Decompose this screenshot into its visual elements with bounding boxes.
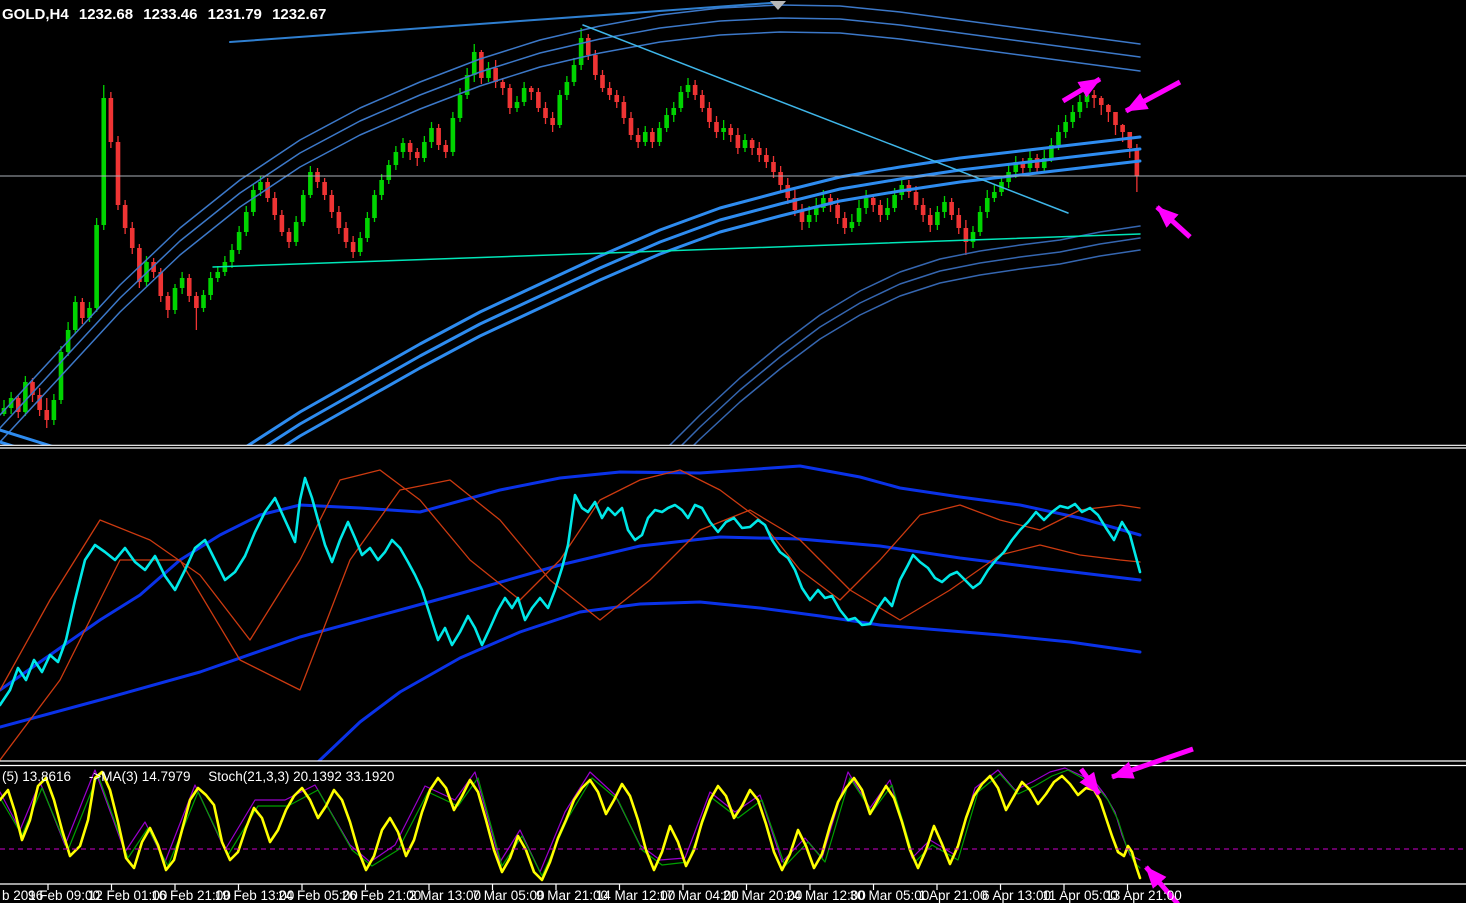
- x-axis-label: 6 Apr 13:00: [981, 888, 1052, 903]
- gray-triangle-marker: [770, 1, 786, 10]
- ohlc-high: 1233.46: [143, 6, 198, 23]
- arrow-up-to-drop[interactable]: [1155, 205, 1192, 239]
- x-axis-label: 2 Mar 13:00: [408, 888, 482, 903]
- x-axis-label: 16 Feb 21:00: [151, 888, 231, 903]
- arrow-down-to-peak[interactable]: [1124, 79, 1182, 114]
- candlesticks: [1, 28, 1140, 428]
- x-axis-label: 21 Mar 20:00: [722, 888, 803, 903]
- ohlc-low: 1231.79: [207, 6, 262, 23]
- symbol-timeframe: GOLD,H4: [2, 6, 69, 23]
- panel-main[interactable]: [0, 1, 1142, 504]
- arrow-up-from-axis[interactable]: [1144, 865, 1180, 903]
- x-axis-label: 9 Feb 09:00: [27, 888, 101, 903]
- stoch-ma-value: ->MA(3) 14.7979: [88, 769, 191, 784]
- ohlc-open: 1232.68: [78, 6, 134, 23]
- x-axis-label-partial: b 2016: [2, 888, 44, 903]
- x-axis-label: 1 Apr 21:00: [918, 888, 988, 903]
- x-axis-label: 26 Feb 21:00: [341, 888, 422, 903]
- stoch-fast-value: (5) 13.8616: [2, 769, 72, 784]
- x-axis-label: 30 Mar 05:00: [849, 888, 930, 903]
- x-axis-label: 12 Feb 01:00: [87, 888, 168, 903]
- x-axis-label: 17 Mar 04:00: [659, 888, 739, 903]
- x-axis-label: 11 Apr 05:00: [1042, 888, 1118, 903]
- arrow-down-to-stoch[interactable]: [1111, 746, 1194, 780]
- date-axis[interactable]: b 2016 9 Feb 09:00 12 Feb 01:00 16 Feb 21:0…: [0, 888, 1466, 903]
- ohlc-close: 1232.67: [272, 6, 327, 23]
- x-axis-label: 9 Mar 21:00: [535, 888, 609, 903]
- stochastic-indicator-label: (5) 13.8616 ->MA(3) 14.7979 Stoch(21,3,3…: [2, 769, 408, 784]
- arrow-short-down-stoch[interactable]: [1078, 767, 1102, 796]
- panel-indicator[interactable]: [0, 464, 1142, 762]
- x-axis-label: 7 Mar 05:00: [472, 888, 545, 903]
- x-axis-label: 24 Mar 12:00: [786, 888, 866, 903]
- x-axis-label: 14 Mar 12:00: [595, 888, 676, 903]
- x-axis-label: 19 Feb 13:00: [214, 888, 295, 903]
- x-axis-label: 24 Feb 05:00: [278, 888, 358, 903]
- arrow-up-to-peak[interactable]: [1061, 76, 1102, 104]
- panel-stochastic[interactable]: [0, 767, 1142, 882]
- chart-title: GOLD,H4 1232.68 1233.46 1231.79 1232.67: [2, 6, 332, 23]
- x-axis-label: 13 Apr 21:00: [1105, 888, 1182, 903]
- stoch-main-value: Stoch(21,3,3) 20.1392 33.1920: [208, 769, 395, 784]
